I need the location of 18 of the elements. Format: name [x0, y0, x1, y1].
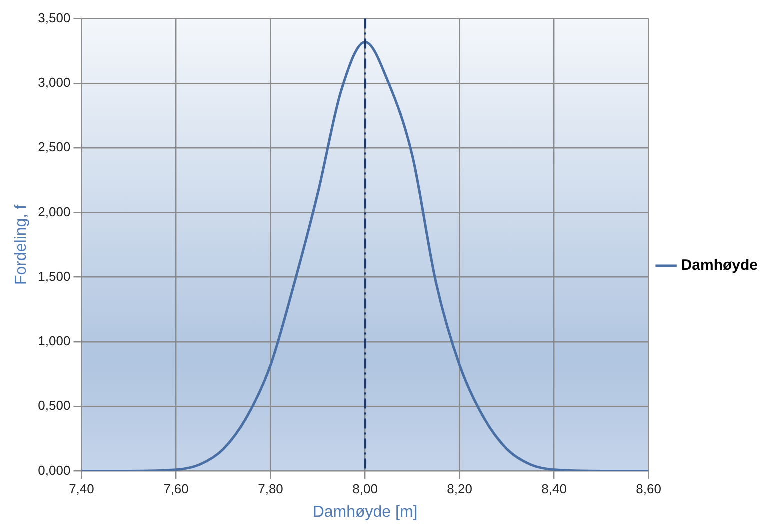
y-tick-label: 2,500 [38, 140, 71, 155]
y-tick-label: 0,500 [38, 398, 71, 414]
y-tick-label: 3,500 [38, 10, 71, 26]
y-tick-label: 2,000 [38, 204, 71, 220]
x-tick-label: 8,00 [352, 482, 378, 497]
x-tick-label: 7,40 [69, 482, 94, 497]
x-axis-title: Damhøyde [m] [312, 504, 418, 521]
y-tick-label: 0,000 [38, 462, 71, 478]
y-tick-label: 1,500 [38, 268, 71, 284]
y-tick-label: 3,000 [38, 75, 71, 90]
x-tick-label: 7,80 [258, 482, 284, 497]
y-tick-label: 1,000 [38, 334, 71, 349]
x-tick-label: 8,20 [447, 482, 472, 497]
x-tick-label: 7,60 [164, 482, 189, 497]
legend-label: Damhøyde [681, 257, 758, 274]
y-axis-title: Fordeling, f [13, 204, 30, 286]
x-tick-label: 8,40 [542, 482, 567, 497]
x-tick-label: 8,60 [636, 482, 662, 497]
